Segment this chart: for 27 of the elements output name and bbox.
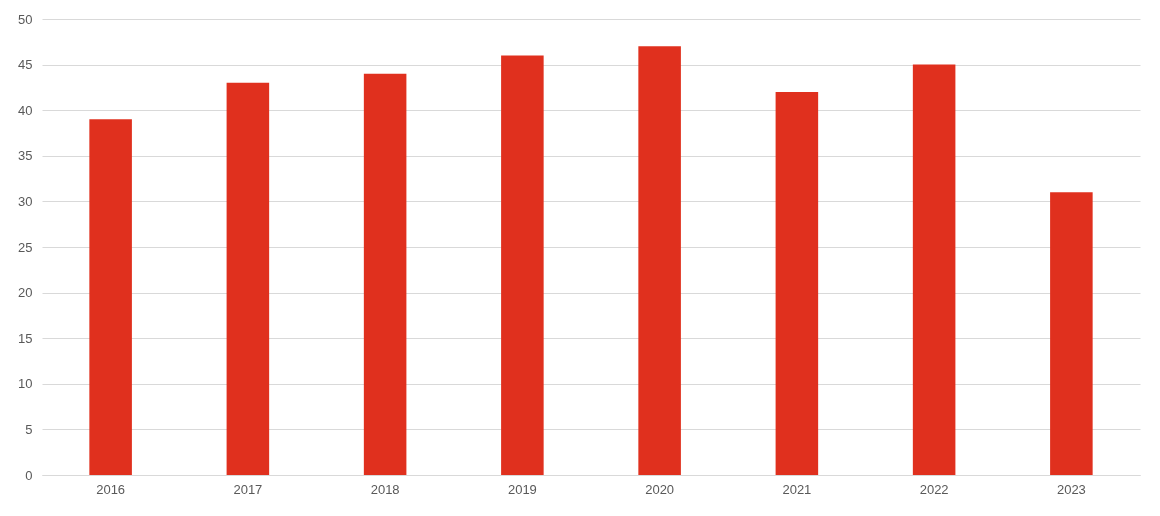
x-tick-label: 2022 <box>919 481 949 497</box>
y-tick-label: 30 <box>18 193 33 209</box>
x-tick-label: 2018 <box>370 481 400 497</box>
y-tick-label: 20 <box>18 285 33 301</box>
y-tick-label: 15 <box>18 330 33 346</box>
bar <box>1050 192 1093 475</box>
x-tick-label: 2021 <box>782 481 812 497</box>
bar <box>775 91 819 475</box>
x-tick-label: 2023 <box>1056 481 1086 497</box>
y-tick-label: 45 <box>18 57 33 73</box>
bar <box>89 119 132 475</box>
x-tick-label: 2019 <box>507 481 537 497</box>
y-tick-label: 40 <box>18 102 33 118</box>
y-tick-label: 35 <box>18 148 33 164</box>
bar <box>226 82 270 475</box>
y-tick-label: 0 <box>25 467 33 483</box>
y-tick-label: 10 <box>18 376 33 392</box>
x-tick-label: 2016 <box>96 481 126 497</box>
y-tick-label: 25 <box>18 239 33 255</box>
bar <box>912 64 956 475</box>
x-tick-label: 2017 <box>233 481 263 497</box>
bar <box>501 55 544 475</box>
x-tick-label: 2020 <box>645 481 675 497</box>
y-tick-label: 5 <box>25 421 33 437</box>
y-tick-label: 50 <box>18 11 33 27</box>
bar <box>638 46 681 475</box>
bar <box>363 73 407 475</box>
